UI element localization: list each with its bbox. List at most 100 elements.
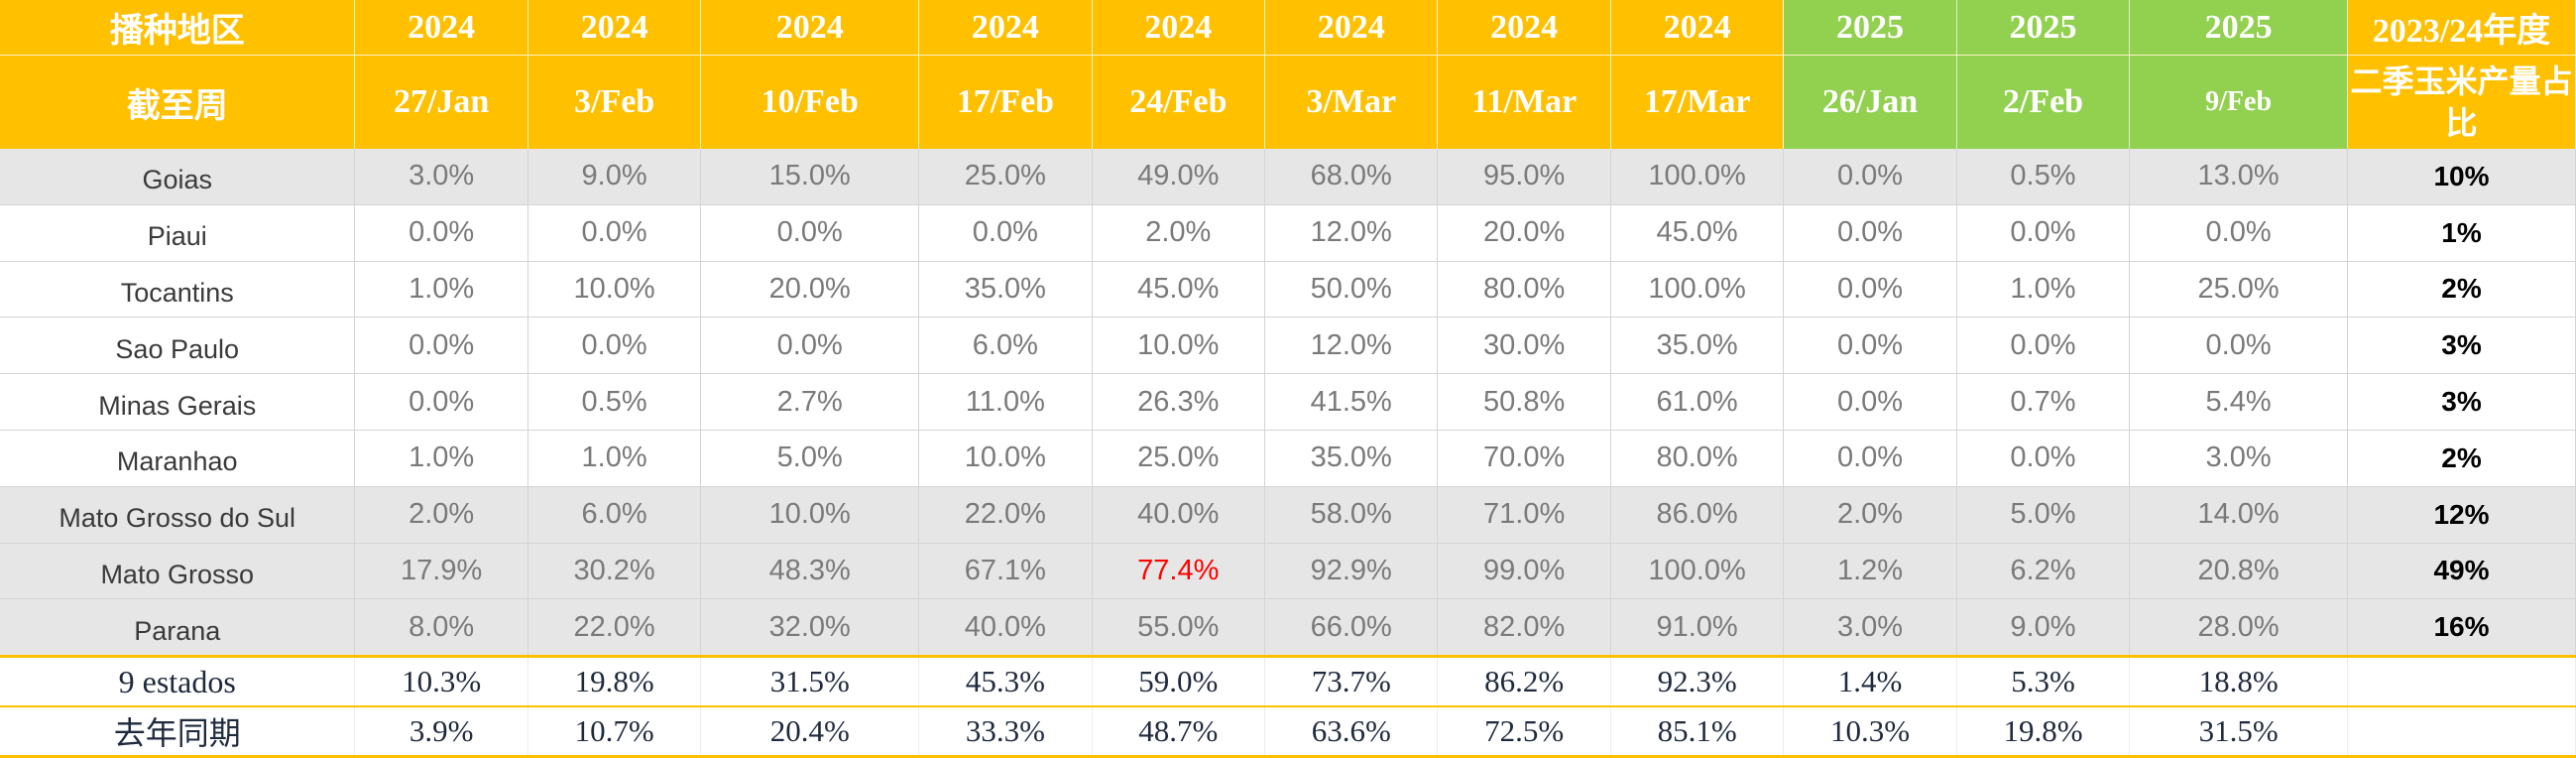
progress-cell: 71.0% bbox=[1437, 486, 1611, 544]
progress-cell: 1.0% bbox=[527, 430, 702, 487]
summary-cell: 63.6% bbox=[1264, 706, 1439, 758]
summary-cell: 33.3% bbox=[918, 706, 1093, 758]
table-row: Mato Grosso 17.9% 30.2% 48.3% 67.1% 77.4% 92.9… bbox=[0, 543, 2576, 600]
progress-cell: 45.0% bbox=[1092, 261, 1266, 318]
summary-cell: 86.2% bbox=[1437, 655, 1611, 708]
production-share-cell: 3% bbox=[2347, 316, 2576, 375]
production-share-cell: 12% bbox=[2347, 486, 2576, 544]
progress-cell: 0.7% bbox=[1956, 373, 2131, 431]
summary-cell: 19.8% bbox=[1956, 706, 2131, 758]
total-row: 9 estados 10.3% 19.8% 31.5% 45.3% 59.0% 73.7% 8… bbox=[0, 655, 2576, 708]
production-share-cell: 1% bbox=[2347, 204, 2576, 262]
progress-cell: 9.0% bbox=[527, 149, 702, 205]
header-date: 11/Mar bbox=[1437, 55, 1611, 149]
progress-cell: 100.0% bbox=[1610, 261, 1785, 318]
progress-cell: 49.0% bbox=[1092, 149, 1266, 205]
table-row: Maranhao 1.0% 1.0% 5.0% 10.0% 25.0% 35.0% 70.0%… bbox=[0, 430, 2576, 487]
table-row: Tocantins 1.0% 10.0% 20.0% 35.0% 45.0% 50.0% 80… bbox=[0, 261, 2576, 318]
production-share-cell: 2% bbox=[2347, 261, 2576, 318]
progress-cell: 25.0% bbox=[2129, 261, 2349, 318]
header-year: 2024 bbox=[700, 0, 920, 56]
progress-cell: 20.8% bbox=[2129, 543, 2349, 600]
state-name: Sao Paulo bbox=[0, 316, 356, 375]
header-year: 2024 bbox=[1092, 0, 1266, 56]
state-name: Goias bbox=[0, 149, 356, 205]
progress-cell: 2.0% bbox=[1092, 204, 1266, 262]
header-year: 2025 bbox=[1783, 0, 1957, 56]
header-year: 2024 bbox=[1264, 0, 1439, 56]
progress-cell: 30.0% bbox=[1437, 316, 1611, 375]
progress-cell: 5.4% bbox=[2129, 373, 2349, 431]
progress-cell: 91.0% bbox=[1610, 598, 1785, 658]
header-date: 9/Feb bbox=[2129, 55, 2349, 149]
progress-cell: 6.0% bbox=[527, 486, 702, 544]
summary-cell: 10.7% bbox=[527, 706, 702, 758]
progress-cell: 32.0% bbox=[700, 598, 920, 658]
progress-cell: 80.0% bbox=[1437, 261, 1611, 318]
progress-cell: 2.7% bbox=[700, 373, 920, 431]
progress-cell: 10.0% bbox=[918, 430, 1093, 487]
progress-cell: 6.0% bbox=[918, 316, 1093, 375]
progress-cell: 26.3% bbox=[1092, 373, 1266, 431]
progress-cell: 100.0% bbox=[1610, 149, 1785, 205]
progress-cell: 70.0% bbox=[1437, 430, 1611, 487]
state-name: Tocantins bbox=[0, 261, 356, 318]
summary-cell: 10.3% bbox=[1783, 706, 1957, 758]
progress-cell: 0.0% bbox=[527, 204, 702, 262]
table-row: Parana 8.0% 22.0% 32.0% 40.0% 55.0% 66.0% 82.0%… bbox=[0, 598, 2576, 658]
progress-cell: 0.0% bbox=[700, 316, 920, 375]
progress-cell: 25.0% bbox=[918, 149, 1093, 205]
header-date: 17/Mar bbox=[1610, 55, 1785, 149]
progress-cell: 6.2% bbox=[1956, 543, 2131, 600]
progress-cell: 8.0% bbox=[354, 598, 528, 658]
summary-cell: 5.3% bbox=[1956, 655, 2131, 708]
progress-cell: 17.9% bbox=[354, 543, 528, 600]
table-row: Mato Grosso do Sul 2.0% 6.0% 10.0% 22.0% 40.0… bbox=[0, 486, 2576, 544]
summary-cell: 31.5% bbox=[700, 655, 920, 708]
summary-cell: 45.3% bbox=[918, 655, 1093, 708]
progress-cell: 0.0% bbox=[1956, 430, 2131, 487]
summary-share-cell bbox=[2347, 706, 2576, 758]
progress-cell: 0.0% bbox=[1783, 261, 1957, 318]
summary-share-cell bbox=[2347, 655, 2576, 708]
progress-cell: 0.0% bbox=[700, 204, 920, 262]
progress-cell: 0.0% bbox=[354, 316, 528, 375]
table-row: Piaui 0.0% 0.0% 0.0% 0.0% 2.0% 12.0% 20.0% 45.0%… bbox=[0, 204, 2576, 262]
progress-cell: 0.0% bbox=[1783, 204, 1957, 262]
progress-cell: 48.3% bbox=[700, 543, 920, 600]
progress-cell: 67.1% bbox=[918, 543, 1093, 600]
progress-cell: 0.0% bbox=[527, 316, 702, 375]
progress-cell: 9.0% bbox=[1956, 598, 2131, 658]
header-region-label: 播种地区 bbox=[0, 0, 356, 56]
progress-cell: 0.5% bbox=[527, 373, 702, 431]
progress-cell: 0.0% bbox=[1783, 373, 1957, 431]
progress-cell: 82.0% bbox=[1437, 598, 1611, 658]
production-share-cell: 16% bbox=[2347, 598, 2576, 658]
header-year: 2024 bbox=[1610, 0, 1785, 56]
progress-cell: 99.0% bbox=[1437, 543, 1611, 600]
header-share-title: 2023/24年度 bbox=[2347, 0, 2576, 56]
summary-cell: 59.0% bbox=[1092, 655, 1266, 708]
progress-cell: 3.0% bbox=[354, 149, 528, 205]
header-year: 2025 bbox=[2129, 0, 2349, 56]
progress-cell: 1.0% bbox=[1956, 261, 2131, 318]
state-name: Piaui bbox=[0, 204, 356, 262]
progress-cell: 20.0% bbox=[1437, 204, 1611, 262]
progress-cell: 66.0% bbox=[1264, 598, 1439, 658]
progress-cell: 40.0% bbox=[918, 598, 1093, 658]
progress-cell: 5.0% bbox=[1956, 486, 2131, 544]
header-year: 2025 bbox=[1956, 0, 2131, 56]
progress-cell: 10.0% bbox=[527, 261, 702, 318]
header-year: 2024 bbox=[918, 0, 1093, 56]
progress-cell: 40.0% bbox=[1092, 486, 1266, 544]
progress-cell: 0.0% bbox=[354, 204, 528, 262]
progress-cell: 77.4% bbox=[1092, 543, 1266, 600]
header-date: 10/Feb bbox=[700, 55, 920, 149]
state-name: Minas Gerais bbox=[0, 373, 356, 431]
progress-cell: 2.0% bbox=[354, 486, 528, 544]
progress-cell: 0.0% bbox=[1783, 149, 1957, 205]
progress-cell: 3.0% bbox=[1783, 598, 1957, 658]
progress-cell: 45.0% bbox=[1610, 204, 1785, 262]
progress-cell: 0.0% bbox=[2129, 204, 2349, 262]
progress-cell: 55.0% bbox=[1092, 598, 1266, 658]
